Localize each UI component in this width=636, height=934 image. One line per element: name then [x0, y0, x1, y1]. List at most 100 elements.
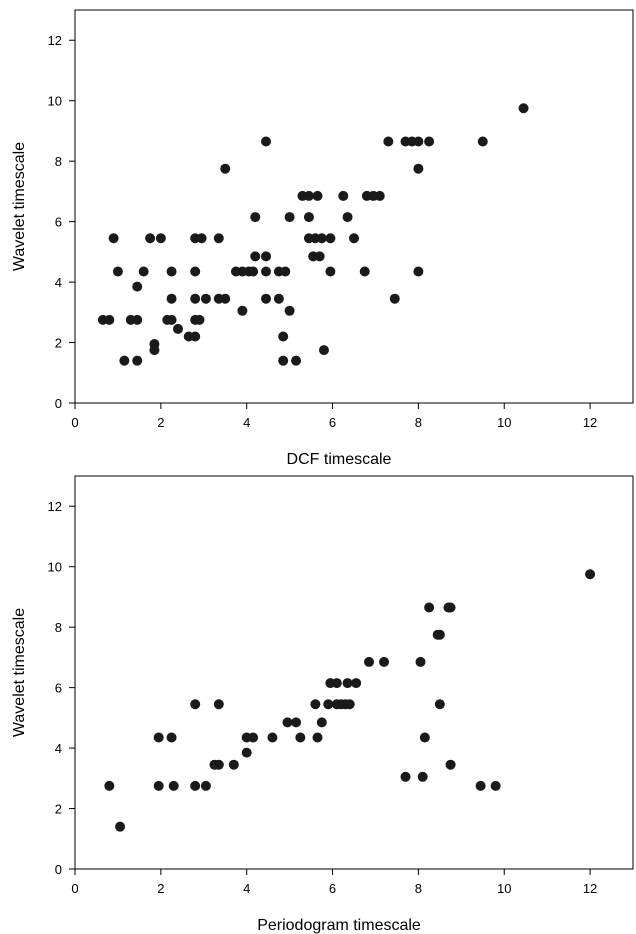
data-point: [415, 656, 426, 667]
data-point: [190, 331, 201, 342]
data-point: [379, 656, 390, 667]
data-point: [323, 699, 334, 710]
data-point: [166, 314, 177, 325]
data-point: [417, 771, 428, 782]
y-tick-label: 10: [48, 94, 62, 109]
data-point: [349, 233, 359, 244]
data-point: [434, 629, 445, 640]
data-point: [166, 732, 177, 743]
data-point: [314, 251, 325, 262]
x-axis-title: Periodogram timescale: [257, 917, 421, 934]
y-tick-label: 0: [55, 396, 62, 411]
data-point: [413, 163, 424, 174]
y-tick-label: 10: [48, 560, 62, 575]
data-point: [310, 699, 321, 710]
data-point: [173, 323, 184, 334]
y-tick-label: 4: [55, 275, 62, 290]
data-point: [200, 293, 211, 304]
data-point: [351, 678, 362, 689]
data-point: [280, 266, 291, 277]
data-point: [282, 717, 293, 728]
data-point: [132, 355, 143, 366]
x-tick-label: 8: [415, 881, 422, 896]
data-point: [149, 339, 160, 350]
data-point: [445, 602, 456, 613]
data-point: [312, 732, 323, 743]
data-point: [291, 717, 302, 728]
data-point: [250, 212, 261, 223]
plot-frame: [74, 9, 634, 404]
data-point: [267, 732, 278, 743]
x-tick-label: 0: [71, 415, 78, 430]
data-point: [261, 251, 272, 262]
data-point: [166, 266, 177, 277]
y-tick-label: 2: [55, 336, 62, 351]
data-point: [424, 136, 435, 147]
y-tick-label: 6: [55, 215, 62, 230]
data-point: [190, 699, 201, 710]
x-tick-label: 0: [71, 881, 78, 896]
x-tick-label: 2: [157, 881, 164, 896]
data-point: [303, 212, 314, 223]
data-point: [220, 293, 231, 304]
data-point: [284, 212, 295, 223]
plot-frame: [74, 475, 634, 870]
data-point: [261, 136, 272, 147]
data-point: [342, 212, 353, 223]
data-point: [374, 190, 385, 201]
data-point: [194, 314, 205, 325]
y-tick-label: 6: [55, 681, 62, 696]
data-point: [153, 780, 164, 791]
x-tick-label: 6: [329, 881, 336, 896]
data-point: [419, 732, 430, 743]
data-point: [213, 699, 224, 710]
data-point: [359, 266, 370, 277]
data-point: [237, 305, 248, 316]
x-tick-label: 8: [415, 415, 422, 430]
data-point: [213, 759, 224, 770]
data-point: [344, 699, 355, 710]
data-point: [200, 780, 211, 791]
y-tick-label: 2: [55, 802, 62, 817]
data-point: [585, 569, 596, 580]
data-point: [119, 355, 130, 366]
data-point: [115, 821, 126, 832]
data-point: [325, 266, 336, 277]
data-point: [331, 678, 342, 689]
data-point: [278, 355, 289, 366]
data-point: [273, 293, 284, 304]
data-point: [166, 293, 177, 304]
data-point: [424, 602, 435, 613]
x-tick-label: 4: [243, 415, 250, 430]
data-point: [104, 314, 115, 325]
data-point: [475, 780, 486, 791]
periodogram-vs-wavelet-chart: 0 2 4 6 8 10 12 0 2 4 6 8 10 12 Periodogram timescale W…: [11, 475, 634, 934]
data-point: [250, 251, 261, 262]
data-point: [490, 780, 501, 791]
data-point: [145, 233, 156, 244]
data-point: [434, 699, 445, 710]
data-point: [112, 266, 123, 277]
data-point: [248, 266, 259, 277]
y-tick-label: 4: [55, 741, 62, 756]
data-point: [213, 233, 224, 244]
data-point: [316, 717, 327, 728]
data-point: [261, 266, 272, 277]
data-point: [316, 233, 327, 244]
data-point: [284, 305, 295, 316]
data-point: [445, 759, 456, 770]
x-tick-label: 10: [497, 881, 511, 896]
y-tick-label: 12: [48, 33, 62, 48]
data-point: [228, 759, 239, 770]
data-point: [278, 331, 289, 342]
data-point: [108, 233, 119, 244]
x-axis-title: DCF timescale: [287, 451, 392, 468]
dcf-vs-wavelet-chart: 0 2 4 6 8 10 12 0 2 4 6 8 10 12 DCF timescale Wavelet t…: [11, 9, 634, 468]
data-point: [325, 233, 336, 244]
data-point: [168, 780, 179, 791]
x-tick-label: 4: [243, 881, 250, 896]
y-tick-label: 12: [48, 499, 62, 514]
data-point: [518, 103, 529, 114]
data-point: [190, 780, 201, 791]
